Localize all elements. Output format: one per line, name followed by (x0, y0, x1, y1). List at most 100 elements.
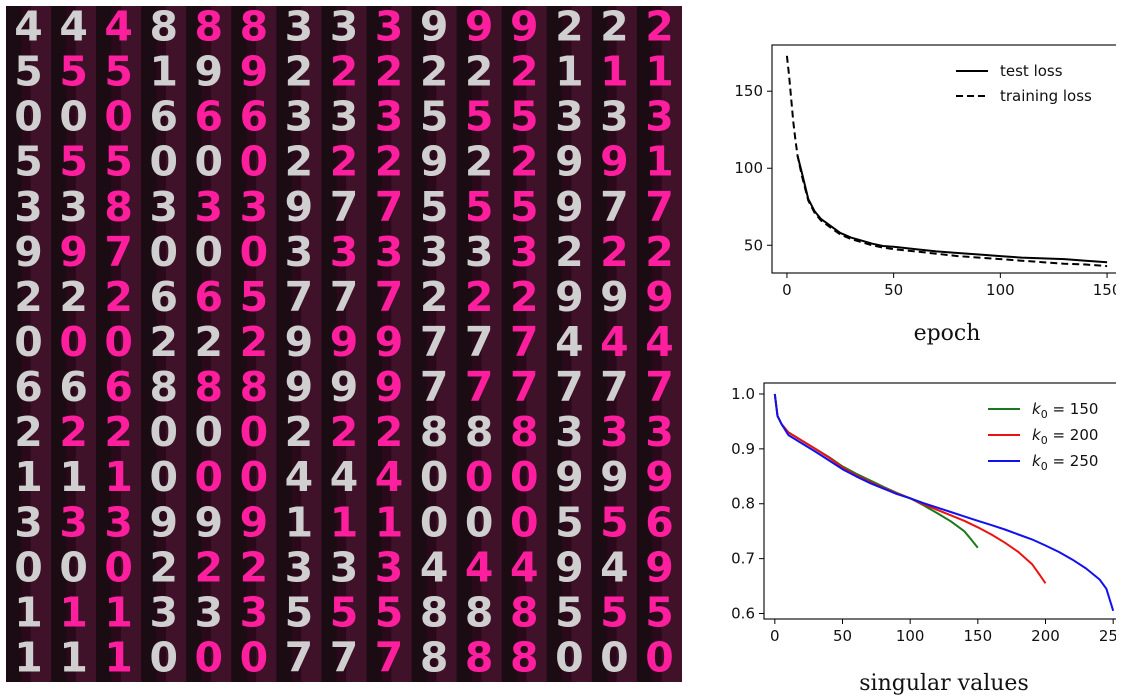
mosaic-strip-dark (411, 6, 427, 682)
mosaic-digit: 2 (600, 6, 629, 51)
mosaic-digit: 0 (149, 633, 178, 681)
mosaic-digit: 0 (555, 633, 584, 681)
mosaic-digit: 5 (285, 588, 314, 636)
mosaic-digit: 3 (645, 408, 674, 456)
mosaic-digit: 2 (645, 228, 674, 276)
mosaic-strip-light (391, 6, 412, 682)
mosaic-digit: 4 (285, 453, 314, 501)
mosaic-digit: 3 (240, 183, 269, 231)
x-axis-label: epoch (914, 321, 981, 346)
mosaic-digit: 9 (195, 48, 224, 96)
mosaic-strip-light (211, 6, 232, 682)
series-line-2 (773, 393, 1047, 584)
x-tick-label: 100 (896, 627, 925, 645)
mosaic-strip-light (165, 6, 187, 682)
mosaic-digit: 2 (510, 48, 539, 96)
mosaic-digit: 5 (420, 183, 449, 231)
mosaic-digit: 8 (510, 408, 539, 456)
mosaic-digit: 9 (149, 498, 178, 546)
mosaic-digit: 0 (240, 138, 269, 186)
mosaic-strip-light (346, 6, 367, 682)
mosaic-digit: 9 (555, 543, 584, 591)
mosaic-digit: 9 (645, 543, 674, 591)
mosaic-digit: 9 (285, 363, 314, 411)
mosaic-strip-light (571, 6, 592, 682)
mosaic-strip-dark (6, 6, 22, 682)
mosaic-digit: 6 (149, 93, 178, 141)
mosaic-digit: 0 (510, 453, 539, 501)
mosaic-digit: 2 (510, 273, 539, 321)
mosaic-digit: 2 (14, 408, 43, 456)
mosaic-digit: 9 (330, 318, 359, 366)
mosaic-digit: 7 (510, 318, 539, 366)
mosaic-digit: 2 (375, 408, 404, 456)
legend-label: k0 = 150 (1032, 400, 1098, 421)
mosaic-digit: 9 (420, 138, 449, 186)
mosaic-digit: 7 (375, 633, 404, 681)
mosaic-digit: 7 (285, 633, 314, 681)
x-tick-label: 150 (964, 627, 993, 645)
mosaic-digit: 2 (149, 543, 178, 591)
mosaic-digit: 2 (510, 138, 539, 186)
mosaic-digit: 5 (330, 588, 359, 636)
mosaic-digit: 0 (14, 543, 43, 591)
mosaic-digit: 0 (59, 543, 88, 591)
mosaic-digit: 3 (465, 228, 494, 276)
mosaic-digit: 7 (330, 633, 359, 681)
mosaic-digit: 8 (465, 408, 494, 456)
mosaic-digit: 9 (195, 498, 224, 546)
mosaic-digit: 0 (59, 318, 88, 366)
mosaic-digit: 3 (375, 6, 404, 51)
mosaic-strip-dark (51, 6, 67, 682)
mosaic-digit: 8 (104, 183, 133, 231)
mosaic-digit: 2 (195, 543, 224, 591)
mosaic-digit: 9 (645, 273, 674, 321)
mosaic-digit: 2 (59, 273, 88, 321)
mosaic-digit: 3 (285, 228, 314, 276)
mosaic-digit: 5 (465, 183, 494, 231)
mosaic-digit: 1 (600, 48, 629, 96)
mosaic-digit: 6 (195, 93, 224, 141)
mosaic-digit: 7 (645, 183, 674, 231)
mosaic-digit: 3 (59, 183, 88, 231)
mosaic-digit: 3 (149, 183, 178, 231)
mosaic-digit: 6 (149, 273, 178, 321)
mosaic-digit: 7 (375, 273, 404, 321)
mosaic-strip-light (436, 6, 457, 682)
mosaic-digit: 2 (330, 408, 359, 456)
mosaic-digit: 1 (330, 498, 359, 546)
series-line-3 (773, 393, 1115, 612)
mosaic-digit: 2 (465, 48, 494, 96)
x-tick-label: 50 (833, 627, 852, 645)
mosaic-digit: 0 (420, 498, 449, 546)
mosaic-digit: 1 (104, 633, 133, 681)
mosaic-strip-light (30, 6, 52, 682)
x-axis-label: singular values (859, 671, 1028, 696)
mosaic-digit: 7 (510, 363, 539, 411)
mosaic-digit: 4 (104, 6, 133, 51)
y-tick-label: 100 (734, 159, 763, 177)
mosaic-digit: 2 (555, 6, 584, 51)
y-tick-label: 50 (744, 236, 763, 254)
mosaic-digit: 9 (555, 138, 584, 186)
mosaic-digit: 4 (645, 318, 674, 366)
mosaic-digit: 7 (600, 363, 629, 411)
legend-label: test loss (1000, 62, 1063, 80)
plot-frame (763, 382, 1116, 620)
mosaic-digit: 7 (600, 183, 629, 231)
mosaic-digit: 3 (555, 93, 584, 141)
mosaic-digit: 5 (555, 588, 584, 636)
mosaic-strip-light (616, 6, 637, 682)
mosaic-digit: 5 (600, 498, 629, 546)
x-tick-label: 200 (1031, 627, 1060, 645)
mosaic-strip-dark (96, 6, 112, 682)
mosaic-digit: 2 (375, 48, 404, 96)
legend-label: training loss (1000, 87, 1092, 105)
mosaic-digit: 7 (330, 183, 359, 231)
mosaic-digit: 2 (285, 408, 314, 456)
mosaic-digit: 3 (600, 408, 629, 456)
y-tick-label: 0.7 (731, 550, 755, 568)
mosaic-digit: 0 (510, 498, 539, 546)
mosaic-digit: 2 (330, 138, 359, 186)
mosaic-digit: 9 (330, 363, 359, 411)
